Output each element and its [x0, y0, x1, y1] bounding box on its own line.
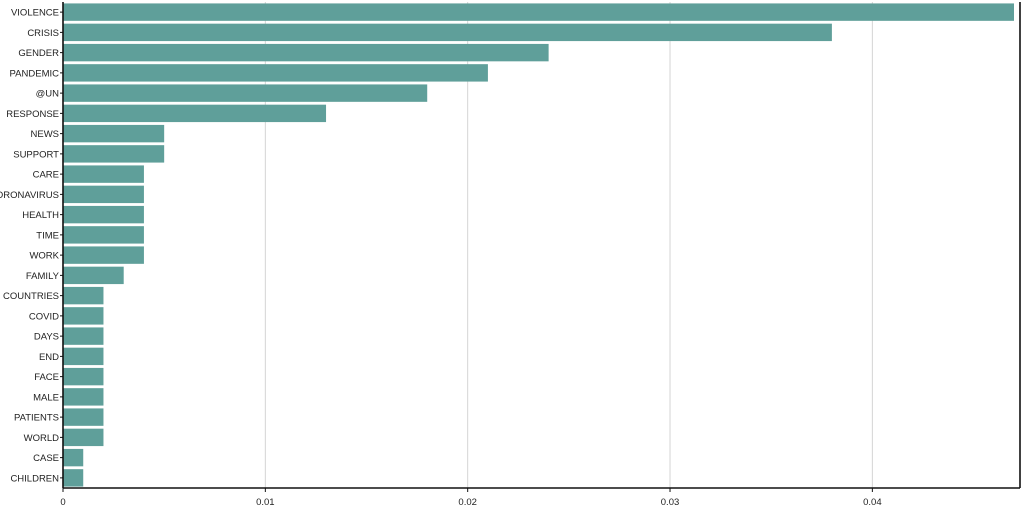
category-label: FACE — [34, 372, 59, 383]
category-label: END — [39, 352, 59, 363]
bar — [63, 124, 165, 143]
category-label: NEWS — [31, 129, 60, 140]
bar — [63, 327, 104, 345]
category-label: RESPONSE — [6, 109, 59, 120]
bar — [63, 84, 428, 102]
category-label: COUNTRIES — [3, 291, 59, 302]
category-label: CASE — [33, 453, 59, 464]
category-label: CHILDREN — [10, 473, 59, 484]
category-label: TIME — [36, 230, 59, 241]
bar — [63, 367, 104, 386]
category-label: CARE — [33, 170, 59, 181]
bars — [63, 3, 1014, 487]
category-label: SUPPORT — [13, 149, 59, 160]
bar — [63, 165, 144, 183]
category-label: WORK — [29, 251, 59, 262]
x-tick-label: 0.04 — [863, 497, 882, 508]
bar — [63, 347, 104, 366]
bar — [63, 266, 124, 285]
category-label: CRISIS — [27, 28, 59, 39]
bar — [63, 246, 144, 264]
category-label: @UN — [36, 89, 60, 100]
category-label: MALE — [33, 392, 59, 403]
bar — [63, 408, 104, 426]
x-tick-label: 0 — [60, 497, 65, 508]
x-tick-label: 0.03 — [661, 497, 680, 508]
bar — [63, 205, 144, 224]
x-tick-label: 0.01 — [256, 497, 275, 508]
x-tick-label: 0.02 — [458, 497, 477, 508]
bar — [63, 104, 327, 123]
bar — [63, 448, 84, 467]
bar — [63, 3, 1014, 21]
category-label: CORONAVIRUS — [0, 190, 59, 201]
bar — [63, 428, 104, 447]
bar — [63, 307, 104, 325]
category-label: PANDEMIC — [10, 68, 60, 79]
category-label: WORLD — [24, 433, 60, 444]
x-tick-labels: 0 0.01 0.02 0.03 0.04 — [60, 488, 882, 508]
axes — [62, 2, 1021, 489]
bar — [63, 388, 104, 406]
category-label: COVID — [29, 311, 59, 322]
category-label: GENDER — [18, 48, 59, 59]
bar — [63, 23, 832, 42]
grid-lines — [264, 2, 873, 488]
category-label: PATIENTS — [14, 413, 59, 424]
bar — [63, 286, 104, 305]
category-label: HEALTH — [22, 210, 59, 221]
bar — [63, 145, 165, 163]
category-labels: VIOLENCE CRISIS GENDER PANDEMIC @UN RESPONSE N… — [0, 8, 63, 484]
category-label: DAYS — [34, 332, 59, 343]
bar — [63, 185, 144, 204]
category-label: FAMILY — [26, 271, 60, 282]
bar — [63, 43, 549, 62]
category-label: VIOLENCE — [11, 8, 59, 19]
bar — [63, 64, 488, 82]
bar — [63, 226, 144, 244]
bar — [63, 469, 84, 487]
